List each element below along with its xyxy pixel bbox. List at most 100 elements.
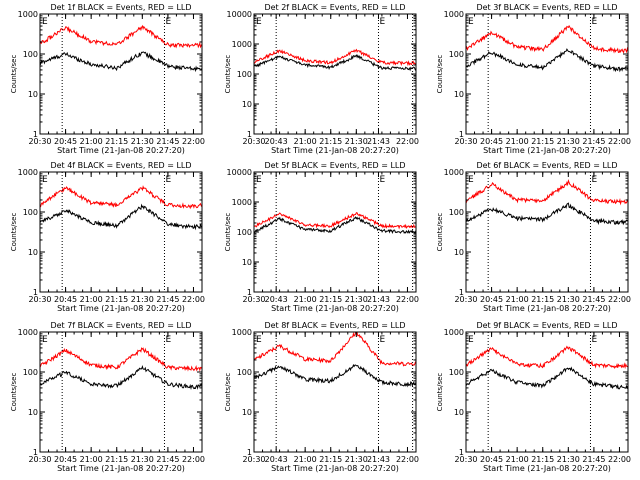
- x-tick-label: 21:45: [156, 295, 179, 304]
- plot-frame: [253, 331, 417, 453]
- chart-title: Det 1f BLACK = Events, RED = LLD: [50, 3, 191, 12]
- y-tick-label: 100: [449, 50, 464, 59]
- events-series-line: [39, 51, 203, 73]
- lld-series-line: [39, 185, 203, 210]
- y-tick-label: 1: [459, 288, 464, 297]
- x-tick-label: 22:00: [182, 455, 205, 464]
- y-tick-label: 1000: [444, 10, 464, 19]
- x-tick-label: 21:00: [80, 295, 103, 304]
- y-tick-label: 100: [237, 368, 252, 377]
- x-tick-label: 21:30: [557, 455, 580, 464]
- y-axis-label: Counts/sec: [224, 55, 232, 94]
- y-tick-label: 100: [237, 70, 252, 79]
- x-tick-label: 21:15: [319, 455, 342, 464]
- x-tick-label: 20:45: [480, 137, 503, 146]
- chart-title: Det 8f BLACK = Events, RED = LLD: [264, 321, 405, 330]
- x-tick-label: 22:00: [608, 137, 631, 146]
- time-marker-label: E: [591, 17, 597, 27]
- x-tick-label: 22:00: [608, 295, 631, 304]
- x-tick-label: 21:30: [557, 295, 580, 304]
- x-axis-label: Start Time (21-Jan-08 20:27:20): [271, 464, 399, 473]
- events-series-line: [253, 216, 417, 234]
- corner-label: E: [256, 335, 262, 345]
- events-series-line: [253, 54, 417, 72]
- corner-label: E: [256, 175, 262, 185]
- chart-title: Det 6f BLACK = Events, RED = LLD: [476, 161, 617, 170]
- chart-title: Det 9f BLACK = Events, RED = LLD: [476, 321, 617, 330]
- x-tick-label: 21:15: [105, 137, 128, 146]
- plot-frame: [39, 13, 203, 135]
- x-tick-label: 21:00: [294, 137, 317, 146]
- x-tick-label: 21:00: [80, 137, 103, 146]
- lld-series-line: [253, 331, 417, 367]
- events-series-line: [39, 365, 203, 391]
- y-axis-label: Counts/sec: [436, 373, 444, 412]
- plot-frame: [465, 331, 629, 453]
- x-tick-label: 21:45: [156, 455, 179, 464]
- x-tick-label: 20:45: [54, 295, 77, 304]
- y-tick-label: 10: [242, 408, 252, 417]
- x-tick-label: 21:00: [506, 137, 529, 146]
- y-axis-label: Counts/sec: [10, 55, 18, 94]
- x-tick-label: 20:30: [242, 455, 265, 464]
- x-tick-label: 21:43: [367, 295, 390, 304]
- y-tick-label: 1: [247, 448, 252, 457]
- y-tick-label: 1: [33, 288, 38, 297]
- x-axis-label: Start Time (21-Jan-08 20:27:20): [57, 304, 185, 313]
- x-tick-label: 21:00: [294, 295, 317, 304]
- x-axis-label: Start Time (21-Jan-08 20:27:20): [57, 146, 185, 155]
- corner-label: E: [468, 335, 474, 345]
- events-series-line: [253, 363, 417, 388]
- y-tick-label: 10: [28, 248, 38, 257]
- chart-panel-8: Det 8f BLACK = Events, RED = LLDEE110100…: [224, 321, 419, 473]
- x-tick-label: 21:00: [506, 295, 529, 304]
- x-tick-label: 20:30: [28, 455, 51, 464]
- time-marker-label: E: [165, 175, 171, 185]
- x-tick-label: 21:00: [506, 455, 529, 464]
- x-tick-label: 21:43: [367, 137, 390, 146]
- corner-label: E: [468, 17, 474, 27]
- x-tick-label: 20:30: [454, 455, 477, 464]
- time-marker-label: E: [379, 335, 385, 345]
- y-tick-label: 100: [23, 50, 38, 59]
- time-marker-label: E: [379, 17, 385, 27]
- chart-panel-5: Det 5f BLACK = Events, RED = LLDEE110100…: [224, 161, 419, 313]
- plot-frame: [253, 13, 417, 135]
- x-axis-label: Start Time (21-Jan-08 20:27:20): [271, 146, 399, 155]
- y-tick-label: 1: [459, 130, 464, 139]
- y-tick-label: 10: [28, 408, 38, 417]
- x-tick-label: 21:30: [131, 455, 154, 464]
- x-tick-label: 20:45: [480, 455, 503, 464]
- chart-panel-2: Det 2f BLACK = Events, RED = LLDEE110100…: [224, 3, 419, 155]
- lld-series-line: [253, 48, 417, 67]
- y-tick-label: 10: [454, 408, 464, 417]
- x-tick-label: 20:30: [454, 295, 477, 304]
- chart-panel-4: Det 4f BLACK = Events, RED = LLDEE110100…: [10, 161, 205, 313]
- y-tick-label: 1: [33, 448, 38, 457]
- x-tick-label: 20:43: [265, 295, 288, 304]
- y-axis-label: Counts/sec: [224, 373, 232, 412]
- y-tick-label: 10000: [227, 10, 252, 19]
- x-tick-label: 22:00: [608, 455, 631, 464]
- x-tick-label: 21:45: [582, 295, 605, 304]
- y-tick-label: 100: [237, 228, 252, 237]
- x-tick-label: 22:00: [396, 455, 419, 464]
- y-tick-label: 100: [449, 368, 464, 377]
- x-tick-label: 20:30: [454, 137, 477, 146]
- x-tick-label: 20:45: [54, 455, 77, 464]
- chart-title: Det 4f BLACK = Events, RED = LLD: [50, 161, 191, 170]
- corner-label: E: [42, 175, 48, 185]
- x-tick-label: 21:00: [80, 455, 103, 464]
- x-tick-label: 20:30: [28, 137, 51, 146]
- y-tick-label: 10: [28, 90, 38, 99]
- chart-title: Det 5f BLACK = Events, RED = LLD: [264, 161, 405, 170]
- x-axis-label: Start Time (21-Jan-08 20:27:20): [271, 304, 399, 313]
- events-series-line: [465, 202, 629, 226]
- x-axis-label: Start Time (21-Jan-08 20:27:20): [483, 464, 611, 473]
- lld-series-line: [39, 347, 203, 372]
- y-tick-label: 100: [23, 208, 38, 217]
- x-tick-label: 20:30: [28, 295, 51, 304]
- x-tick-label: 21:15: [319, 295, 342, 304]
- y-axis-label: Counts/sec: [436, 55, 444, 94]
